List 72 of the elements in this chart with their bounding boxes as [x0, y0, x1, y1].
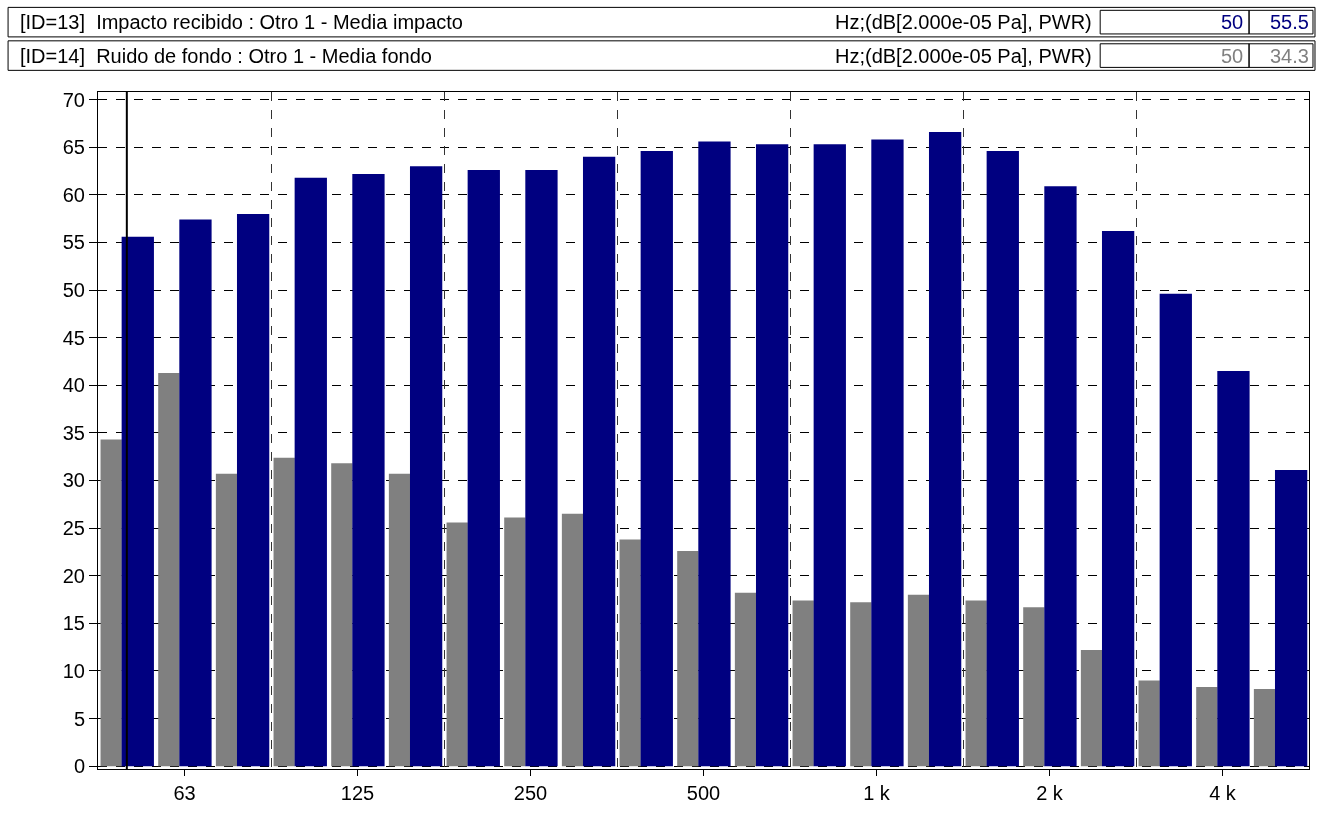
text: 34.3: [1270, 45, 1309, 67]
bar: [928, 131, 962, 767]
y-tick-label: 40: [62, 374, 85, 397]
bar: [582, 156, 616, 767]
y-tick-label: 30: [62, 469, 85, 492]
bar: [640, 151, 673, 767]
bar: [1274, 470, 1308, 767]
bar: [850, 602, 872, 767]
bar: [331, 463, 353, 767]
bar: [1159, 293, 1192, 767]
bar: [1253, 689, 1276, 767]
bar: [504, 517, 526, 767]
text: 55.5: [1270, 11, 1309, 33]
bar: [1138, 680, 1160, 767]
y-tick-label: 35: [62, 421, 85, 444]
bar: [677, 550, 699, 767]
bar: [813, 144, 846, 767]
bar: [236, 213, 270, 767]
text: Hz;(dB[2.000e-05 Pa], PWR): [835, 11, 1092, 33]
bar: [1080, 649, 1103, 767]
bar: [1023, 607, 1045, 767]
bar: [294, 177, 327, 767]
y-tick-label: 65: [62, 136, 85, 159]
bar: [734, 592, 757, 767]
bar: [525, 170, 558, 767]
bar: [1196, 687, 1218, 767]
bar: [273, 457, 295, 767]
bar: [907, 594, 930, 767]
x-tick-label: 125: [340, 782, 375, 804]
y-tick-label: 10: [62, 659, 85, 682]
text: 50: [1221, 45, 1244, 67]
x-tick-label: 63: [173, 782, 196, 804]
text: Hz;(dB[2.000e-05 Pa], PWR): [835, 45, 1092, 67]
bar: [179, 219, 212, 767]
y-tick-label: 5: [73, 707, 85, 730]
bar: [1044, 186, 1077, 767]
x-tick-label: 4 k: [1209, 782, 1237, 804]
bar: [986, 151, 1019, 767]
y-tick-label: 45: [62, 326, 85, 349]
bar: [352, 173, 385, 767]
bar: [121, 236, 154, 767]
bar: [755, 144, 789, 767]
bar: [100, 439, 122, 767]
bar: [467, 170, 500, 767]
text: [ID=14] Ruido de fondo : Otro 1 - Media fondo: [20, 45, 432, 67]
bar: [698, 141, 731, 767]
x-tick-label: 250: [513, 782, 548, 804]
y-tick-label: 15: [62, 612, 85, 635]
x-tick-label: 1 k: [863, 782, 891, 804]
bar: [1101, 231, 1135, 767]
bar: [158, 372, 180, 767]
bar: [561, 513, 584, 767]
y-tick-label: 60: [62, 183, 85, 206]
bar: [619, 539, 641, 767]
bar: [792, 600, 814, 767]
y-tick-label: 55: [62, 231, 85, 254]
x-tick-label: 500: [686, 782, 721, 804]
bar: [965, 600, 987, 767]
y-tick-label: 25: [62, 517, 85, 540]
y-tick-label: 50: [62, 279, 85, 302]
bar: [1217, 370, 1250, 767]
text: [ID=13] Impacto recibido : Otro 1 - Media impacto: [20, 11, 463, 33]
y-tick-label: 0: [73, 755, 85, 778]
bar: [409, 166, 443, 767]
bar: [215, 473, 238, 767]
y-tick-label: 70: [62, 88, 85, 111]
y-tick-label: 20: [62, 564, 85, 587]
bar: [388, 473, 411, 767]
bar: [446, 522, 468, 767]
text: 50: [1221, 11, 1244, 33]
bar: [871, 139, 904, 767]
x-tick-label: 2 k: [1036, 782, 1064, 804]
